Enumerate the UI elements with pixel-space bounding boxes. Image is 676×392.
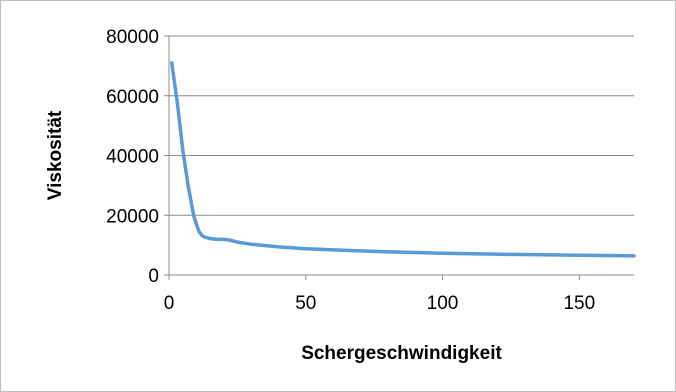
- x-tick-label-3: 150: [563, 293, 595, 314]
- x-tick-label-2: 100: [427, 293, 459, 314]
- y-tick-label-1: 20000: [106, 206, 159, 227]
- gridlines: [169, 35, 634, 276]
- y-tick-label-2: 40000: [106, 147, 159, 168]
- tick-labels: 0 20000 40000 60000 80000 0 50 100 150: [106, 27, 595, 314]
- y-axis-title: Viskosität: [45, 110, 66, 200]
- x-axis-title: Schergeschwindigkeit: [301, 343, 502, 364]
- y-tick-label-4: 80000: [106, 27, 159, 48]
- series-layer: [169, 61, 636, 258]
- series-line-0: [169, 61, 636, 258]
- y-tick-label-0: 0: [148, 266, 159, 287]
- y-tick-label-3: 60000: [106, 87, 159, 108]
- x-tick-label-1: 50: [295, 293, 316, 314]
- x-tick-label-0: 0: [164, 293, 175, 314]
